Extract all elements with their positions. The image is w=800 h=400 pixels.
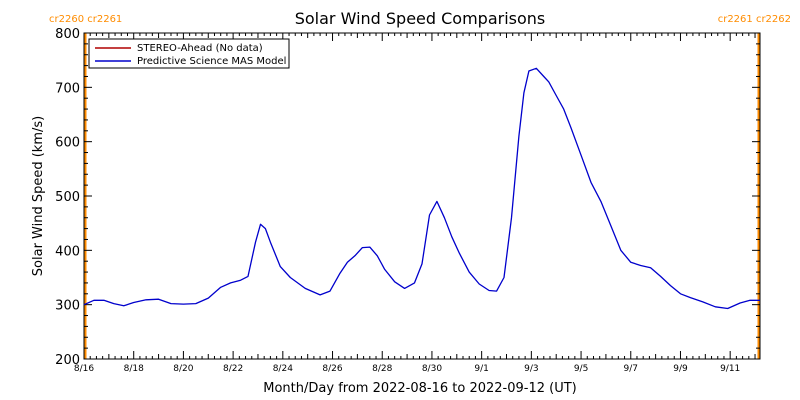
series-lines <box>83 67 760 310</box>
carrington-marker-label: cr2261 cr2262 <box>718 14 791 25</box>
y-axis-ticks: 200 300 400 500 600 700 800 <box>55 27 760 368</box>
x-tick-label: 8/18 <box>124 364 144 374</box>
y-tick-label: 400 <box>55 244 80 259</box>
chart-title: Solar Wind Speed Comparisons <box>295 9 546 28</box>
x-tick-label: 9/11 <box>720 364 740 374</box>
x-tick-label: 9/7 <box>624 364 638 374</box>
y-tick-label: 200 <box>55 353 80 368</box>
carrington-marker-label: cr2260 cr2261 <box>49 14 122 25</box>
legend-label-stereo: STEREO-Ahead (No data) <box>137 43 263 54</box>
y-axis-label: Solar Wind Speed (km/s) <box>31 116 46 276</box>
y-tick-label: 600 <box>55 136 80 151</box>
x-tick-label: 8/30 <box>422 364 442 374</box>
x-axis-ticks: 8/16 8/18 8/20 8/22 8/24 8/26 8/28 8/30 9/1 9/3 9/… <box>74 33 756 374</box>
series-line-1 <box>83 67 760 310</box>
x-tick-label: 8/22 <box>223 364 243 374</box>
legend-label-mas: Predictive Science MAS Model <box>137 56 286 67</box>
y-tick-label: 500 <box>55 190 80 205</box>
x-tick-label: 9/1 <box>474 364 488 374</box>
y-tick-label: 700 <box>55 81 80 96</box>
y-tick-label: 800 <box>55 27 80 42</box>
legend: STEREO-Ahead (No data) Predictive Scienc… <box>88 38 290 69</box>
x-tick-label: 8/24 <box>273 364 293 374</box>
x-tick-label: 9/3 <box>524 364 538 374</box>
x-axis-label: Month/Day from 2022-08-16 to 2022-09-12 … <box>263 381 576 396</box>
y-tick-label: 300 <box>55 299 80 314</box>
x-tick-label: 9/5 <box>574 364 588 374</box>
x-tick-label: 8/28 <box>372 364 392 374</box>
x-tick-label: 8/26 <box>322 364 342 374</box>
legend-box <box>88 38 290 69</box>
x-tick-label: 8/20 <box>173 364 193 374</box>
x-tick-label: 8/16 <box>74 364 94 374</box>
x-tick-label: 9/9 <box>673 364 688 374</box>
plot-frame <box>83 32 761 360</box>
